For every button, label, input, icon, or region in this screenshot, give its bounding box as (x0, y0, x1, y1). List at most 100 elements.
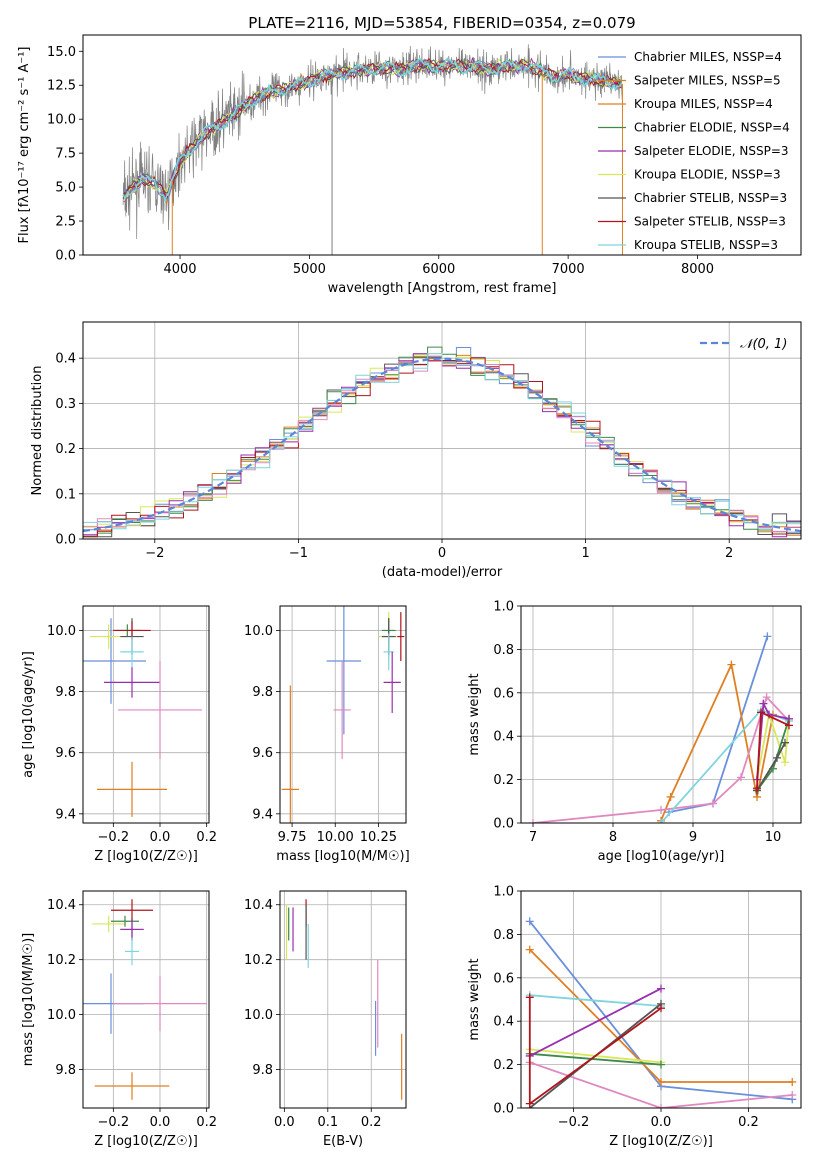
y-tick-label: 10.4 (244, 898, 273, 913)
y-tick-label: 9.6 (252, 746, 273, 761)
data-point (759, 699, 768, 708)
data-point (757, 708, 765, 717)
x-tick-label: 1 (581, 546, 589, 561)
data-point (529, 819, 537, 823)
data-point (525, 993, 534, 1002)
y-tick-label: 0.6 (493, 686, 514, 701)
y-tick-label: 10.4 (47, 898, 76, 913)
y-tick-label: 0.2 (55, 442, 76, 457)
axes-frame (82, 890, 210, 1109)
panel-mass_vs_Z: −0.2 0.0 0.2 9.8 10.0 10.2 10.4 Z [log10(Z/Z☉)]… (21, 890, 217, 1149)
x-tick-label: 0.2 (196, 830, 217, 845)
y-tick-label: 15.0 (47, 45, 76, 60)
y-tick-label: 10.0 (47, 113, 76, 128)
y-tick-label: 0.8 (493, 928, 514, 943)
x-tick-label: 10.25 (360, 830, 397, 845)
legend-entry: Chabrier STELIB, NSSP=3 (634, 191, 787, 205)
data-point (737, 773, 745, 782)
y-tick-label: 0.4 (493, 1015, 514, 1030)
y-tick-label: 0.8 (493, 643, 514, 658)
data-point (781, 738, 789, 747)
x-tick-label: 9 (689, 830, 697, 845)
x-tick-label: 5000 (293, 262, 326, 277)
x-tick-label: 8000 (681, 262, 714, 277)
x-axis-label: Z [log10(Z/Z☉)] (609, 1134, 713, 1149)
plot-area (83, 346, 801, 538)
x-tick-label: 0.0 (651, 1115, 672, 1130)
x-tick-label: 4000 (163, 262, 196, 277)
data-point (525, 1099, 534, 1108)
plot-area (83, 618, 202, 817)
y-tick-label: 9.4 (55, 807, 76, 822)
x-tick-label: 7 (529, 830, 537, 845)
y-tick-label: 2.5 (55, 215, 76, 230)
x-axis-label: (data-model)/error (382, 565, 503, 580)
series-line (756, 742, 786, 791)
y-tick-label: 9.8 (55, 1063, 76, 1078)
x-tick-label: 8 (609, 830, 617, 845)
series-line (756, 710, 790, 780)
y-tick-label: 9.8 (252, 1063, 273, 1078)
data-point (657, 984, 665, 993)
x-tick-label: 9.75 (278, 830, 307, 845)
x-tick-label: 10.00 (317, 830, 354, 845)
y-tick-label: 7.5 (55, 147, 76, 162)
y-tick-label: 10.2 (244, 953, 273, 968)
axes-frame (82, 605, 210, 824)
plot-area (529, 632, 793, 823)
legend-entry: Salpeter ELODIE, NSSP=3 (634, 144, 789, 158)
legend-entry: Chabrier ELODIE, NSSP=4 (634, 121, 790, 135)
data-point (666, 792, 675, 801)
y-tick-label: 5.0 (55, 181, 76, 196)
model-spectrum (122, 58, 622, 202)
x-tick-label: 0.2 (196, 1115, 217, 1130)
normal-curve (83, 357, 801, 533)
panel-residuals: −2 −1 0 1 2 0.0 0.1 0.2 0.3 0.4 (data-model)/error… (30, 321, 802, 580)
data-point (657, 805, 665, 814)
x-tick-label: −0.2 (558, 1115, 590, 1130)
x-tick-label: 0 (438, 546, 446, 561)
axes-frame (520, 890, 802, 1109)
axes-frame (82, 321, 802, 540)
panel-spectrum: 4000 5000 6000 7000 8000 0.0 2.5 5.0 7.5 10.0 12.5… (17, 14, 802, 296)
data-point (657, 1004, 665, 1013)
y-tick-label: 0.2 (493, 1058, 514, 1073)
data-point (773, 753, 781, 762)
series-line (532, 695, 790, 823)
legend-entry: Kroupa ELODIE, NSSP=3 (634, 168, 781, 182)
data-point (657, 819, 665, 823)
histogram-series (83, 346, 801, 538)
legend-entry: Kroupa MILES, NSSP=4 (634, 97, 773, 111)
y-tick-label: 0.3 (55, 397, 76, 412)
model-spectrum (122, 57, 623, 205)
y-tick-label: 0.0 (55, 249, 76, 264)
data-point (785, 721, 793, 730)
x-axis-label: mass [log10(M/M☉)] (276, 849, 409, 864)
x-axis-label: age [log10(age/yr)] (598, 849, 725, 864)
y-tick-label: 10.2 (47, 953, 76, 968)
panel-age_vs_mass: 9.75 10.00 10.25 9.4 9.6 9.8 10.0 mass [log10(M… (244, 605, 410, 864)
y-tick-label: 0.0 (493, 817, 514, 832)
x-tick-label: 0.0 (274, 1115, 295, 1130)
x-tick-label: 0.2 (738, 1115, 759, 1130)
data-point (762, 693, 771, 702)
plot-area (285, 899, 403, 1100)
x-tick-label: −0.2 (98, 1115, 130, 1130)
data-point (657, 1077, 665, 1086)
panel-weight_vs_age: 7 8 9 10 0.0 0.2 0.4 0.6 0.8 1.0 age [log10(age/yr… (467, 600, 802, 864)
y-tick-label: 0.6 (493, 971, 514, 986)
legend-entry: Salpeter STELIB, NSSP=3 (634, 215, 786, 229)
data-point (763, 632, 772, 641)
x-axis-label: E(B-V) (323, 1134, 363, 1149)
y-tick-label: 10.0 (47, 624, 76, 639)
x-tick-label: 10 (765, 830, 782, 845)
y-tick-label: 1.0 (493, 600, 514, 615)
data-point (753, 784, 761, 793)
legend-entry: Kroupa STELIB, NSSP=3 (634, 238, 778, 252)
series-line (529, 987, 662, 1057)
y-axis-label: Flux [fλ10⁻¹⁷ erg cm⁻² s⁻¹ A⁻¹] (17, 47, 32, 244)
y-tick-label: 0.4 (55, 352, 76, 367)
y-tick-label: 9.8 (55, 685, 76, 700)
x-tick-label: 0.0 (150, 830, 171, 845)
